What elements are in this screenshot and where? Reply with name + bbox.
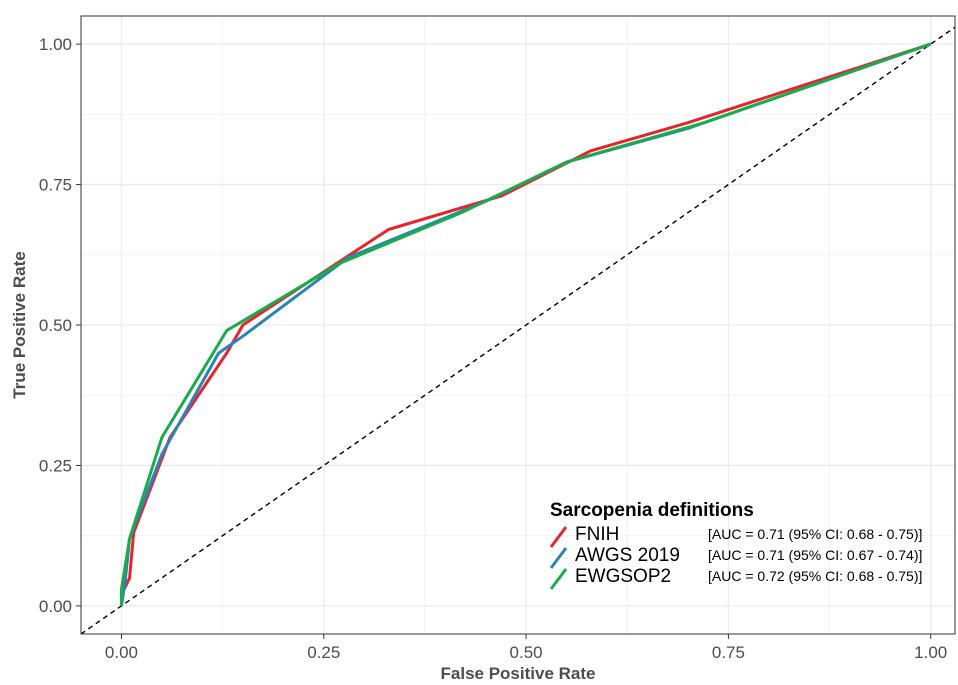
x-tick-label: 0.25 (307, 643, 340, 662)
x-tick-label: 0.00 (105, 643, 138, 662)
legend-auc-awgs-2019: [AUC = 0.71 (95% CI: 0.67 - 0.74)] (708, 547, 922, 563)
y-tick-label: 0.25 (39, 456, 72, 475)
x-tick-label: 0.50 (510, 643, 543, 662)
roc-curve-fnih (120, 42, 932, 606)
reference-diagonal (80, 26, 956, 635)
legend-label-ewgsop2: EWGSOP2 (575, 566, 671, 587)
y-axis-title: True Positive Rate (10, 251, 29, 398)
legend-label-fnih: FNIH (575, 524, 619, 545)
x-axis-title: False Positive Rate (441, 664, 596, 683)
legend-auc-fnih: [AUC = 0.71 (95% CI: 0.68 - 0.75)] (708, 526, 922, 542)
roc-curve-ewgsop2 (120, 42, 932, 606)
legend-key-fnih (549, 526, 568, 548)
legend-title: Sarcopenia definitions (550, 500, 754, 521)
x-tick-label: 1.00 (914, 643, 947, 662)
axes: 0.00 0.25 0.50 0.75 1.00 0.00 0.25 0.50 0.75 1.00 (39, 35, 947, 662)
roc-curves (120, 42, 932, 607)
y-tick-label: 1.00 (39, 35, 72, 54)
legend-label-awgs-2019: AWGS 2019 (575, 545, 680, 566)
legend: Sarcopenia definitions FNIH [AUC = 0.71 (… (549, 500, 922, 590)
y-tick-label: 0.50 (39, 316, 72, 335)
chance-line (80, 26, 956, 635)
y-tick-label: 0.75 (39, 176, 72, 195)
y-tick-label: 0.00 (39, 597, 72, 616)
legend-key-awgs-2019 (549, 547, 568, 569)
legend-auc-ewgsop2: [AUC = 0.72 (95% CI: 0.68 - 0.75)] (708, 568, 922, 584)
x-tick-label: 0.75 (712, 643, 745, 662)
legend-key-ewgsop2 (549, 568, 568, 590)
